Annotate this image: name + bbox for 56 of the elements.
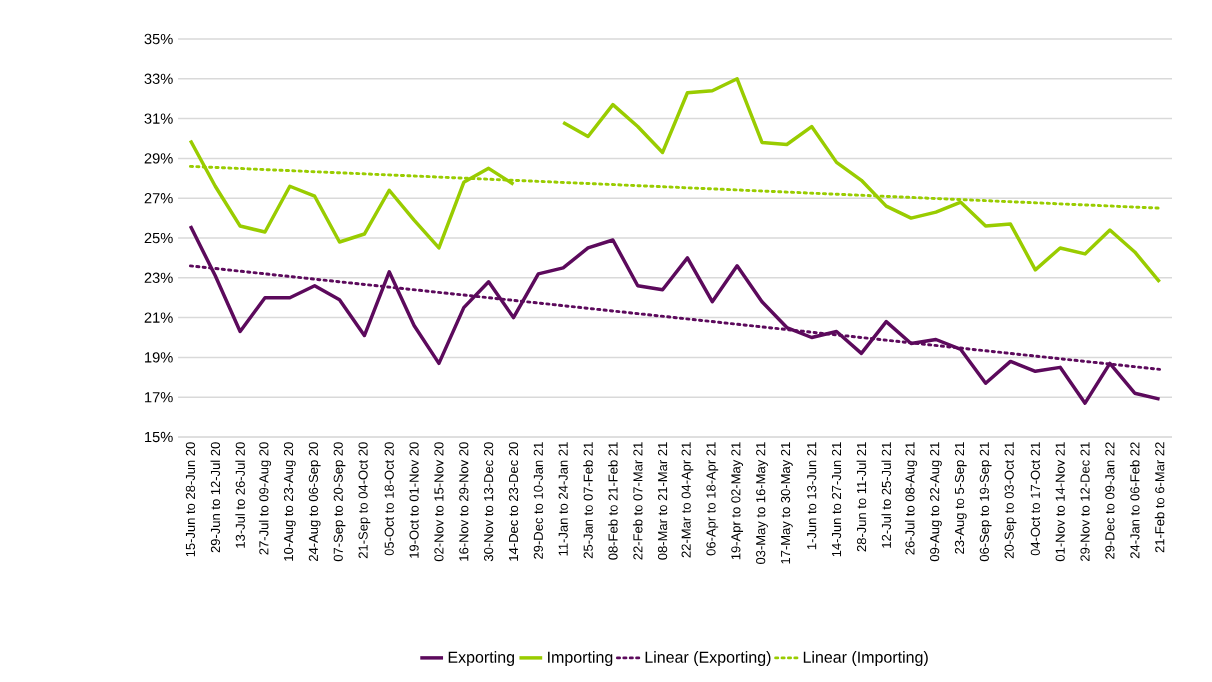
- y-tick-label: 17%: [145, 392, 173, 403]
- y-tick-label: 19%: [145, 352, 173, 363]
- x-tick-label: 29-Dec to 09-Jan 22: [1105, 442, 1115, 559]
- x-tick-label: 12-Jul to 25-Jul 21: [881, 442, 892, 548]
- x-tick-label: 23-Aug to 5-Sep 21: [954, 442, 967, 554]
- y-tick-label: 33%: [144, 73, 173, 84]
- x-tick-label: 29-Nov to 12-Dec 21: [1080, 442, 1090, 562]
- x-tick-label: 06-Sep to 19-Sep 21: [979, 442, 992, 562]
- x-tick-label: 27-Jul to 09-Aug 20: [258, 442, 272, 555]
- y-tick-label: 15%: [145, 431, 173, 443]
- y-tick-label: 27%: [144, 193, 173, 204]
- x-tick-label: 10-Aug to 23-Aug 20: [283, 442, 296, 561]
- x-tick-label: 13-Jul to 26-Jul 20: [235, 442, 245, 548]
- x-tick-label: 29-Jun to 12-Jul 20: [210, 442, 221, 553]
- x-tick-label: 21-Feb to 6-Mar 22: [1154, 442, 1165, 553]
- x-tick-label: 29-Dec to 10-Jan 21: [533, 442, 543, 559]
- x-tick-label: 19-Oct to 01-Nov 20: [409, 442, 419, 558]
- legend-label: Exporting: [448, 651, 514, 667]
- y-tick-label: 29%: [144, 153, 173, 164]
- x-tick-label: 08-Feb to 21-Feb 21: [608, 442, 618, 560]
- y-tick-label: 25%: [144, 232, 173, 244]
- line-series: [188, 224, 1162, 405]
- x-tick-label: 04-Oct to 17-Oct 21: [1030, 442, 1040, 556]
- x-tick-label: 05-Oct to 18-Oct 20: [384, 442, 394, 556]
- x-tick-label: 24-Aug to 06-Sep 20: [308, 442, 321, 562]
- x-tick-label: 16-Nov to 29-Nov 20: [459, 442, 469, 561]
- legend-label: Linear (Exporting): [645, 651, 771, 667]
- x-tick-label: 26-Jul to 08-Aug 21: [905, 442, 918, 555]
- x-tick-label: 01-Nov to 14-Nov 21: [1055, 442, 1065, 562]
- x-tick-label: 24-Jan to 06-Feb 22: [1129, 442, 1140, 559]
- x-tick-label: 20-Sep to 03-Oct 21: [1004, 442, 1017, 559]
- x-tick-label: 11-Jan to 24-Jan 21: [558, 442, 568, 556]
- x-tick-label: 22-Feb to 07-Mar 21: [632, 442, 643, 560]
- x-tick-label: 21-Sep to 04-Oct 20: [358, 442, 371, 559]
- x-tick-label: 08-Mar to 21-Mar 21: [657, 442, 668, 560]
- x-tick-label: 19-Apr to 02-May 21: [731, 442, 744, 560]
- y-tick-label: 23%: [144, 272, 173, 283]
- x-tick-label: 02-Nov to 15-Nov 20: [434, 442, 444, 562]
- x-tick-label: 14-Jun to 27-Jun 21: [831, 442, 842, 557]
- x-tick-label: 30-Nov to 13-Dec 20: [484, 442, 494, 562]
- y-tick-label: 21%: [144, 312, 173, 323]
- x-tick-label: 14-Dec to 23-Dec 20: [508, 442, 519, 561]
- legend-label: Importing: [548, 651, 613, 667]
- y-tick-label: 31%: [144, 113, 173, 124]
- x-tick-label: 15-Jun to 28-Jun 20: [185, 442, 196, 557]
- x-tick-label: 25-Jan to 07-Feb 21: [583, 442, 593, 559]
- x-tick-label: 1-Jun to 13-Jun 21: [807, 442, 817, 550]
- x-tick-label: 28-Jun to 11-Jul 21: [856, 442, 867, 552]
- y-tick-label: 35%: [144, 33, 173, 45]
- x-tick-label: 17-May to 30-May 21: [780, 442, 793, 564]
- x-tick-label: 07-Sep to 20-Sep 20: [333, 442, 346, 562]
- x-tick-label: 22-Mar to 04-Apr 21: [681, 442, 694, 558]
- x-tick-label: 09-Aug to 22-Aug 21: [930, 442, 942, 562]
- x-tick-label: 06-Apr to 18-Apr 21: [706, 442, 719, 556]
- legend-label: Linear (Importing): [803, 651, 928, 667]
- x-tick-label: 03-May to 16-May 21: [756, 442, 768, 565]
